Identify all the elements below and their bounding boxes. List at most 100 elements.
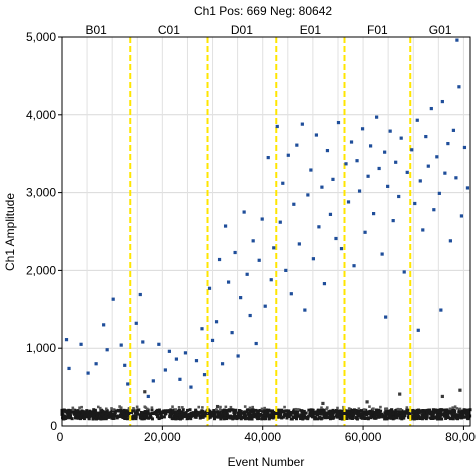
negative-droplet — [169, 408, 173, 412]
positive-droplet — [375, 115, 379, 119]
negative-droplet — [223, 413, 227, 417]
negative-droplet — [283, 409, 287, 413]
negative-droplet — [185, 413, 189, 417]
negative-droplet — [338, 417, 342, 421]
negative-droplet — [263, 406, 266, 410]
negative-droplet — [254, 408, 258, 412]
negative-droplet — [119, 412, 123, 416]
negative-droplet — [176, 416, 180, 420]
positive-droplet — [344, 162, 348, 166]
negative-droplet — [451, 417, 455, 421]
negative-droplet — [442, 413, 446, 417]
negative-droplet — [224, 416, 228, 420]
well-label: D01 — [231, 23, 253, 37]
negative-droplet — [131, 414, 135, 418]
negative-droplet — [341, 412, 345, 416]
negative-droplet — [405, 406, 409, 409]
negative-droplet — [159, 416, 163, 420]
negative-droplet — [282, 409, 286, 413]
negative-droplet — [74, 409, 78, 413]
negative-droplet — [455, 407, 459, 410]
negative-droplet — [105, 409, 109, 413]
negative-droplet — [132, 407, 135, 410]
negative-droplet — [340, 417, 344, 421]
positive-droplet — [383, 150, 387, 154]
positive-droplet — [210, 338, 215, 343]
rain-droplet — [458, 388, 462, 392]
positive-droplet — [220, 362, 225, 366]
negative-droplet — [378, 415, 382, 419]
positive-droplet — [454, 176, 458, 180]
negative-droplet — [450, 409, 454, 413]
y-tick-label: 4,000 — [26, 108, 56, 122]
negative-droplet — [436, 408, 440, 412]
positive-droplet — [377, 166, 381, 171]
negative-droplet — [460, 415, 464, 419]
positive-droplet — [429, 106, 433, 111]
negative-droplet — [133, 411, 137, 415]
negative-droplet — [221, 411, 225, 415]
negative-droplet — [466, 412, 470, 416]
negative-droplet — [237, 409, 241, 413]
negative-droplet — [243, 412, 247, 416]
negative-droplet — [414, 412, 418, 416]
negative-droplet — [300, 409, 304, 413]
negative-droplet — [74, 416, 78, 420]
negative-droplet — [195, 413, 199, 417]
negative-droplet — [401, 411, 405, 415]
negative-droplet — [457, 413, 461, 417]
negative-droplet — [112, 412, 116, 416]
negative-droplet — [168, 414, 172, 418]
negative-droplet — [261, 416, 265, 420]
negative-droplet — [360, 416, 364, 420]
negative-droplet — [359, 409, 363, 413]
negative-droplet — [424, 412, 428, 416]
negative-droplet — [438, 413, 442, 417]
negative-droplet — [400, 414, 404, 418]
positive-droplet — [123, 363, 127, 367]
positive-droplet — [239, 296, 243, 300]
negative-droplet — [85, 409, 89, 413]
negative-droplet — [436, 415, 440, 419]
negative-droplet — [159, 410, 163, 414]
negative-droplet — [179, 415, 183, 419]
positive-droplet — [386, 184, 390, 188]
negative-droplet — [294, 407, 298, 411]
negative-droplet — [182, 413, 186, 417]
positive-droplet — [451, 128, 455, 132]
negative-droplet — [233, 410, 237, 414]
negative-droplet — [144, 406, 148, 410]
positive-droplet — [339, 247, 344, 251]
well-labels: B01 C01 D01 E01 F01 G01 — [85, 23, 451, 37]
positive-droplet — [388, 129, 392, 133]
negative-droplet — [291, 415, 295, 419]
negative-droplet — [325, 416, 329, 420]
negative-droplet — [89, 414, 93, 418]
negative-droplet — [392, 410, 396, 414]
negative-droplet — [213, 414, 217, 418]
negative-droplet — [431, 415, 435, 419]
negative-droplet — [427, 409, 431, 413]
negative-droplet — [306, 416, 310, 420]
negative-droplet — [142, 411, 146, 415]
positive-droplet — [146, 394, 150, 399]
negative-droplet — [438, 417, 442, 421]
negative-droplet — [466, 410, 470, 414]
negative-droplet — [181, 406, 184, 409]
negative-droplet — [441, 408, 445, 412]
negative-droplet — [246, 412, 250, 416]
negative-droplet — [362, 408, 366, 411]
negative-droplet — [78, 406, 81, 410]
negative-droplet — [118, 405, 121, 408]
negative-droplet — [80, 409, 84, 413]
negative-droplet — [66, 414, 70, 418]
negative-droplet — [384, 411, 388, 415]
positive-droplet — [346, 200, 351, 204]
negative-droplet — [145, 416, 149, 420]
negative-droplet — [146, 410, 150, 414]
negative-droplet — [162, 415, 166, 419]
negative-droplet — [269, 415, 273, 419]
negative-droplet — [384, 414, 388, 418]
negative-droplet — [87, 417, 91, 421]
rain-droplet — [398, 392, 402, 396]
